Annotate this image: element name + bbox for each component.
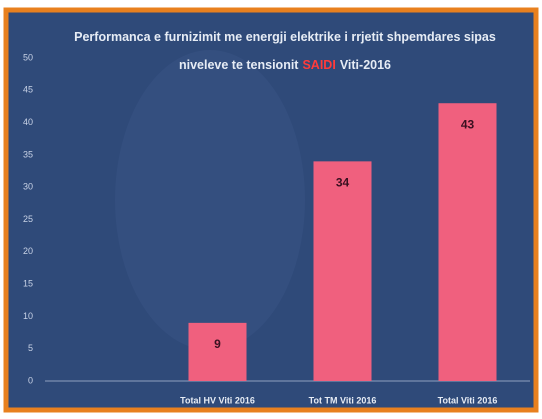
y-tick-label: 25 — [23, 214, 33, 224]
chart-title: niveleve te tensionit SAIDI Viti-2016 — [179, 58, 391, 72]
y-tick-label: 35 — [23, 149, 33, 159]
y-tick-label: 30 — [23, 182, 33, 192]
title-segment: niveleve te tensionit — [179, 58, 299, 72]
x-tick-label: Total Viti 2016 — [438, 395, 498, 405]
y-tick-label: 10 — [23, 311, 33, 321]
background-decoration — [115, 50, 305, 350]
x-tick-label: Total HV Viti 2016 — [180, 395, 255, 405]
value-label: 9 — [214, 337, 221, 351]
x-tick-label: Tot TM Viti 2016 — [309, 395, 377, 405]
title-segment: Performanca e furnizimit me energji elek… — [74, 30, 496, 44]
title-segment: SAIDI — [302, 58, 335, 72]
chart-title: Performanca e furnizimit me energji elek… — [74, 30, 496, 44]
y-tick-label: 0 — [28, 375, 33, 385]
y-tick-label: 15 — [23, 278, 33, 288]
bar — [188, 322, 247, 381]
y-tick-label: 40 — [23, 117, 33, 127]
bar — [438, 103, 497, 381]
y-tick-label: 5 — [28, 343, 33, 353]
title-segment: Viti-2016 — [340, 58, 391, 72]
y-tick-label: 20 — [23, 246, 33, 256]
y-tick-label: 50 — [23, 52, 33, 62]
y-tick-label: 45 — [23, 85, 33, 95]
value-label: 34 — [336, 176, 350, 190]
value-label: 43 — [461, 117, 475, 131]
bar — [313, 161, 372, 381]
